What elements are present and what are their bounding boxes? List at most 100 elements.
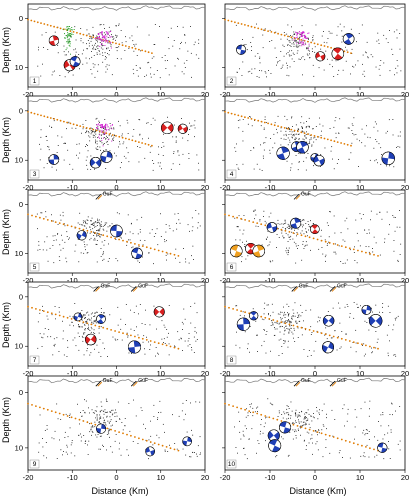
- x-tick-label: 20: [401, 183, 409, 192]
- seismicity-points: [234, 398, 401, 460]
- focal-mechanism: [322, 315, 335, 327]
- x-tick-label: -10: [265, 276, 276, 285]
- panel-frame: [27, 281, 206, 367]
- x-tick-label: 20: [401, 369, 409, 378]
- topography-line: [27, 191, 206, 197]
- topography-line: [27, 377, 206, 384]
- panel-number-box: [226, 459, 237, 469]
- y-tick-label: 0: [19, 388, 23, 397]
- x-tick-label: 10: [356, 473, 364, 482]
- x-tick-label: -10: [265, 473, 276, 482]
- cluster-points: [96, 123, 113, 147]
- guf-label: GuF: [103, 378, 113, 384]
- slab-interface: [27, 213, 180, 257]
- panel-6: GuF 6 -20 -10 0 10 20: [220, 189, 409, 285]
- focal-mechanisms: [48, 35, 81, 72]
- guf-marker: [95, 194, 102, 200]
- focal-mechanism: [315, 51, 326, 62]
- topography-line: [27, 283, 206, 289]
- panel-number-box: [226, 76, 237, 86]
- panel-7: GuF GuF 7 0 10 -20 -10 0 10 20: [15, 281, 209, 378]
- panel-number-box: [29, 76, 40, 86]
- xlabel-left: Distance (Km): [91, 486, 148, 496]
- x-tick-label: 0: [313, 369, 317, 378]
- panel-number: 7: [33, 357, 37, 364]
- slab-interface: [27, 18, 153, 54]
- x-tick-label: -20: [23, 183, 34, 192]
- y-tick-label: 0: [19, 200, 23, 209]
- topography-line: [224, 283, 406, 289]
- focal-mechanism: [249, 311, 259, 321]
- x-tick-label: 0: [114, 90, 118, 99]
- panel-frame: [224, 95, 406, 181]
- focal-mechanism: [131, 247, 143, 260]
- y-tick-label: 10: [15, 443, 23, 452]
- x-tick-label: -10: [265, 90, 276, 99]
- focal-mechanism: [236, 44, 247, 55]
- panel-10: GuF GuF 10 -20 -10 0 10 20: [220, 375, 409, 482]
- x-tick-label: 10: [157, 369, 165, 378]
- panel-number: 9: [33, 461, 37, 468]
- guf-marker: [293, 194, 300, 200]
- seismicity-points: [234, 209, 402, 264]
- panel-number-box: [29, 262, 40, 272]
- x-tick-label: 10: [157, 90, 165, 99]
- x-tick-label: 20: [401, 473, 409, 482]
- focal-mechanism: [48, 154, 60, 165]
- focal-mechanism: [48, 35, 60, 46]
- y-tick-label: 10: [15, 63, 23, 72]
- panel-number-box: [226, 262, 237, 272]
- x-tick-label: 10: [356, 90, 364, 99]
- guf-label: GuF: [301, 191, 311, 197]
- focal-mechanism: [377, 442, 388, 453]
- panel-2: 2 -20 -10 0 10 20: [220, 3, 409, 99]
- panel-frame: [224, 3, 406, 88]
- panel-number: 4: [230, 171, 234, 178]
- y-tick-label: 10: [15, 249, 23, 258]
- x-tick-label: 0: [114, 473, 118, 482]
- panel-number: 6: [230, 264, 234, 271]
- panel-number: 1: [33, 78, 37, 85]
- focal-mechanism: [310, 224, 320, 234]
- focal-mechanism: [331, 47, 345, 60]
- focal-mechanism: [368, 314, 383, 328]
- slab-interface: [224, 213, 379, 257]
- panel-5: GuF 5 0 10 -20 -10 0 10 20: [15, 189, 209, 285]
- focal-mechanism: [73, 312, 83, 322]
- panel-number: 5: [33, 264, 37, 271]
- x-tick-label: -20: [23, 473, 34, 482]
- focal-mechanism: [322, 341, 334, 354]
- x-tick-label: 0: [313, 90, 317, 99]
- focal-mechanism: [100, 150, 113, 163]
- x-tick-label: 0: [114, 276, 118, 285]
- guf-marker: [293, 380, 300, 387]
- ylabel-row-5: Depth (Km): [1, 397, 11, 443]
- seismicity-points: [39, 116, 200, 171]
- focal-mechanism: [153, 306, 165, 318]
- focal-mechanism: [85, 333, 97, 346]
- guf-label: GuF: [138, 283, 148, 289]
- focal-mechanism: [313, 154, 325, 167]
- panel-number: 8: [230, 357, 234, 364]
- focal-mechanisms: [236, 33, 355, 62]
- focal-mechanism: [296, 141, 309, 154]
- x-tick-label: -20: [220, 473, 231, 482]
- y-tick-label: 10: [15, 156, 23, 165]
- slab-interface: [27, 402, 180, 452]
- focal-mechanisms: [73, 306, 165, 354]
- panel-number-box: [226, 169, 237, 179]
- guf-label: GuF: [103, 191, 113, 197]
- focal-mechanisms: [230, 217, 320, 258]
- x-tick-label: -10: [265, 369, 276, 378]
- x-tick-label: -10: [67, 90, 78, 99]
- guf-marker: [93, 286, 99, 292]
- focal-mechanism: [381, 151, 395, 166]
- slab-interface: [224, 18, 352, 54]
- x-tick-label: -20: [23, 90, 34, 99]
- topography-line: [224, 191, 406, 197]
- guf-marker-2: [329, 380, 336, 387]
- panel-number-box: [29, 459, 40, 469]
- cluster-points: [62, 26, 112, 55]
